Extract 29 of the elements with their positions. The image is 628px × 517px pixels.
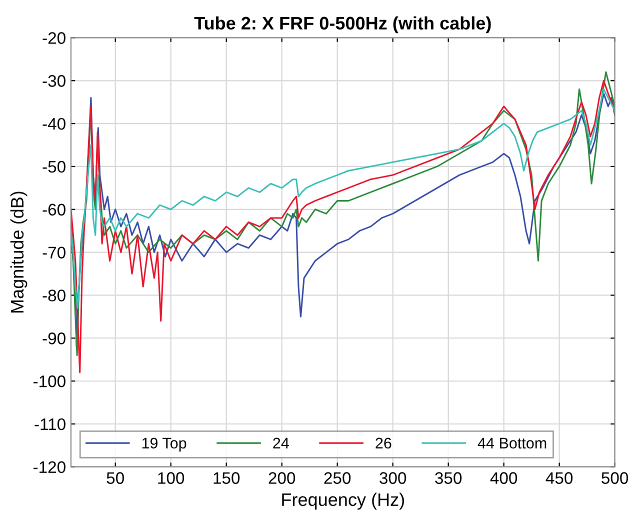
y-tick-label: -70 bbox=[42, 246, 66, 258]
y-tick-label: -50 bbox=[42, 160, 66, 173]
y-tick-label: -90 bbox=[42, 332, 66, 344]
y-tick-label: -30 bbox=[42, 75, 66, 87]
legend-label: 24 bbox=[273, 438, 289, 448]
legend-label: 26 bbox=[376, 438, 392, 449]
legend-label: 19 Top bbox=[142, 438, 186, 452]
x-tick-label: 150 bbox=[214, 472, 240, 484]
x-tick-label: 500 bbox=[602, 472, 628, 484]
y-tick-label: -60 bbox=[42, 204, 66, 216]
x-tick-label: 200 bbox=[268, 472, 296, 484]
x-tick-label: 350 bbox=[435, 472, 462, 484]
y-tick-label: -100 bbox=[33, 375, 66, 388]
y-tick-label: -40 bbox=[42, 118, 66, 130]
y-tick-label: -20 bbox=[42, 32, 66, 44]
x-tick-label: 250 bbox=[324, 472, 351, 484]
x-tick-label: 300 bbox=[380, 472, 406, 484]
chart-title: Tube 2: X FRF 0-500Hz (with cable) bbox=[194, 16, 491, 34]
line-series bbox=[70, 88, 615, 309]
x-tick-label: 100 bbox=[158, 472, 184, 484]
y-tick-label: -120 bbox=[33, 461, 66, 474]
legend-label: 44 Bottom bbox=[478, 438, 546, 449]
y-tick-label: -80 bbox=[42, 290, 66, 302]
y-tick-label: -110 bbox=[34, 418, 66, 430]
x-tick-label: 50 bbox=[106, 472, 124, 484]
x-axis-title: Frequency (Hz) bbox=[282, 492, 404, 510]
y-axis-title: Magnitude (dB) bbox=[10, 192, 28, 313]
x-tick-label: 400 bbox=[490, 472, 518, 484]
x-tick-label: 450 bbox=[546, 472, 573, 484]
